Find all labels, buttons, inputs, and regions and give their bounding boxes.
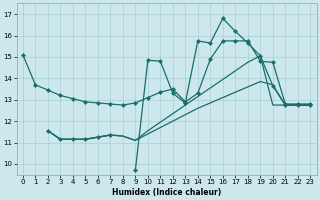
X-axis label: Humidex (Indice chaleur): Humidex (Indice chaleur) <box>112 188 221 197</box>
